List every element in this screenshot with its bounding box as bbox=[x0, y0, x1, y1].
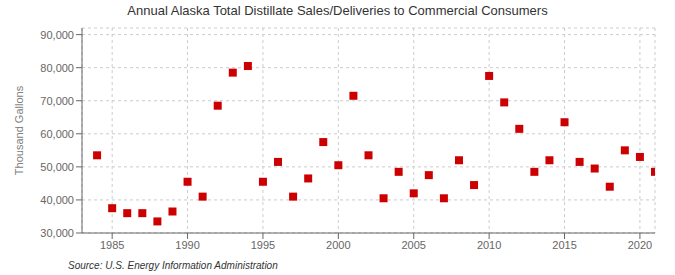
svg-text:80,000: 80,000 bbox=[40, 62, 74, 74]
svg-text:Thousand Gallons: Thousand Gallons bbox=[13, 85, 25, 175]
svg-text:30,000: 30,000 bbox=[40, 227, 74, 239]
svg-text:90,000: 90,000 bbox=[40, 29, 74, 41]
svg-text:2010: 2010 bbox=[477, 239, 501, 251]
svg-text:2015: 2015 bbox=[552, 239, 576, 251]
svg-text:40,000: 40,000 bbox=[40, 194, 74, 206]
svg-text:50,000: 50,000 bbox=[40, 161, 74, 173]
svg-text:60,000: 60,000 bbox=[40, 128, 74, 140]
svg-text:2000: 2000 bbox=[326, 239, 350, 251]
html-text:Annual Alaska Total Distillate: Annual Alaska Total Distillate Sales/Del… bbox=[127, 3, 548, 18]
svg-text:1995: 1995 bbox=[251, 239, 275, 251]
html-text:Source: U.S. Energy Informatio: Source: U.S. Energy Information Administ… bbox=[68, 260, 278, 271]
svg-text:1990: 1990 bbox=[175, 239, 199, 251]
svg-text:2020: 2020 bbox=[628, 239, 652, 251]
svg-text:1985: 1985 bbox=[100, 239, 124, 251]
svg-text:2005: 2005 bbox=[401, 239, 425, 251]
svg-text:70,000: 70,000 bbox=[40, 95, 74, 107]
